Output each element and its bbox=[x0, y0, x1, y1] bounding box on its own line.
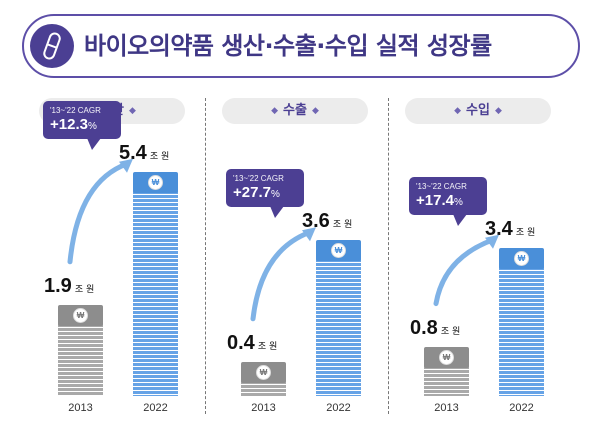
value-number: 5.4 bbox=[119, 141, 147, 164]
value-unit: 조 원 bbox=[149, 151, 170, 162]
cagr-number: +12.3 bbox=[50, 115, 88, 133]
value-number: 0.8 bbox=[410, 316, 438, 339]
cagr-number: +17.4 bbox=[416, 191, 454, 209]
cagr-bubble: '13~'22 CAGR +12.3% bbox=[43, 100, 121, 150]
cagr-value: +27.7% bbox=[233, 184, 304, 203]
year-label: 2022 bbox=[326, 402, 351, 414]
value-label: 1.9 조 원 bbox=[44, 275, 94, 298]
cagr-bubble: '13~'22 CAGR +17.4% bbox=[409, 176, 487, 226]
value-number: 3.6 bbox=[302, 210, 330, 233]
year-label: 2013 bbox=[251, 402, 276, 414]
diamond-icon: ◆ bbox=[311, 106, 319, 116]
won-coin-icon: ₩ bbox=[256, 364, 271, 380]
won-banknote-icon: ₩ bbox=[133, 171, 178, 193]
cagr-caption: '13~'22 CAGR bbox=[50, 105, 101, 115]
value-number: 3.4 bbox=[485, 217, 513, 240]
cagr-percent: % bbox=[87, 120, 97, 132]
panel-label: ◆ 수입 ◆ bbox=[405, 98, 551, 124]
capsule-icon bbox=[30, 24, 74, 68]
value-number: 1.9 bbox=[44, 274, 72, 297]
cagr-percent: % bbox=[270, 189, 280, 201]
bar-2022 bbox=[316, 259, 361, 396]
growth-arrow-head bbox=[302, 227, 316, 242]
won-banknote-icon: ₩ bbox=[499, 247, 544, 269]
cagr-value: +17.4% bbox=[416, 192, 487, 211]
cagr-bubble: '13~'22 CAGR +27.7% bbox=[226, 169, 304, 219]
bubble-tail bbox=[87, 137, 101, 150]
value-unit: 조 원 bbox=[332, 220, 353, 231]
won-banknote-icon: ₩ bbox=[241, 361, 286, 383]
value-unit: 조 원 bbox=[257, 341, 278, 352]
page-title: 바이오의약품 생산·수출·수입 실적 성장률 bbox=[84, 32, 492, 60]
cagr-value: +12.3% bbox=[50, 116, 121, 135]
panel-label-text: 수입 bbox=[466, 103, 490, 118]
growth-arrow-head bbox=[485, 234, 499, 249]
won-banknote-icon: ₩ bbox=[424, 346, 469, 368]
won-banknote-icon: ₩ bbox=[58, 304, 103, 326]
panel-label: ◆ 수출 ◆ bbox=[222, 98, 368, 124]
year-label: 2013 bbox=[434, 402, 459, 414]
won-coin-icon: ₩ bbox=[148, 174, 163, 190]
bar-2013 bbox=[241, 380, 286, 396]
panel-label-text: 수출 bbox=[283, 103, 307, 118]
value-label: 3.4 조 원 bbox=[485, 218, 535, 241]
growth-arrow-line bbox=[250, 229, 313, 322]
bar-2013 bbox=[58, 323, 103, 396]
value-label: 5.4 조 원 bbox=[119, 142, 169, 165]
value-label: 0.4 조 원 bbox=[227, 332, 277, 355]
value-unit: 조 원 bbox=[74, 284, 95, 295]
year-label: 2022 bbox=[509, 402, 534, 414]
growth-arrow-line bbox=[67, 161, 130, 265]
cagr-caption: '13~'22 CAGR bbox=[416, 181, 467, 191]
year-label: 2022 bbox=[143, 402, 168, 414]
bubble-tail bbox=[270, 206, 284, 219]
capsule-icon-graphic bbox=[43, 32, 61, 60]
value-label: 3.6 조 원 bbox=[302, 210, 352, 233]
panel-divider bbox=[205, 98, 206, 414]
cagr-percent: % bbox=[453, 196, 463, 208]
won-banknote-icon: ₩ bbox=[316, 240, 361, 262]
bubble-tail bbox=[453, 213, 467, 226]
value-unit: 조 원 bbox=[515, 227, 536, 238]
diamond-icon: ◆ bbox=[454, 106, 462, 116]
title-banner bbox=[22, 14, 580, 78]
bar-2022 bbox=[133, 190, 178, 396]
bar-2013 bbox=[424, 365, 469, 396]
won-coin-icon: ₩ bbox=[73, 307, 88, 323]
diamond-icon: ◆ bbox=[271, 106, 279, 116]
cagr-number: +27.7 bbox=[233, 184, 271, 202]
won-coin-icon: ₩ bbox=[439, 349, 454, 365]
value-label: 0.8 조 원 bbox=[410, 317, 460, 340]
year-label: 2013 bbox=[68, 402, 93, 414]
growth-arrow-head bbox=[119, 158, 133, 173]
panel-divider bbox=[388, 98, 389, 414]
diamond-icon: ◆ bbox=[128, 106, 136, 116]
cagr-caption: '13~'22 CAGR bbox=[233, 174, 284, 184]
value-unit: 조 원 bbox=[440, 326, 461, 337]
bar-2022 bbox=[499, 266, 544, 396]
diamond-icon: ◆ bbox=[494, 106, 502, 116]
won-coin-icon: ₩ bbox=[514, 250, 529, 266]
growth-arrow-line bbox=[433, 237, 496, 307]
value-number: 0.4 bbox=[227, 331, 255, 354]
won-coin-icon: ₩ bbox=[331, 243, 346, 259]
